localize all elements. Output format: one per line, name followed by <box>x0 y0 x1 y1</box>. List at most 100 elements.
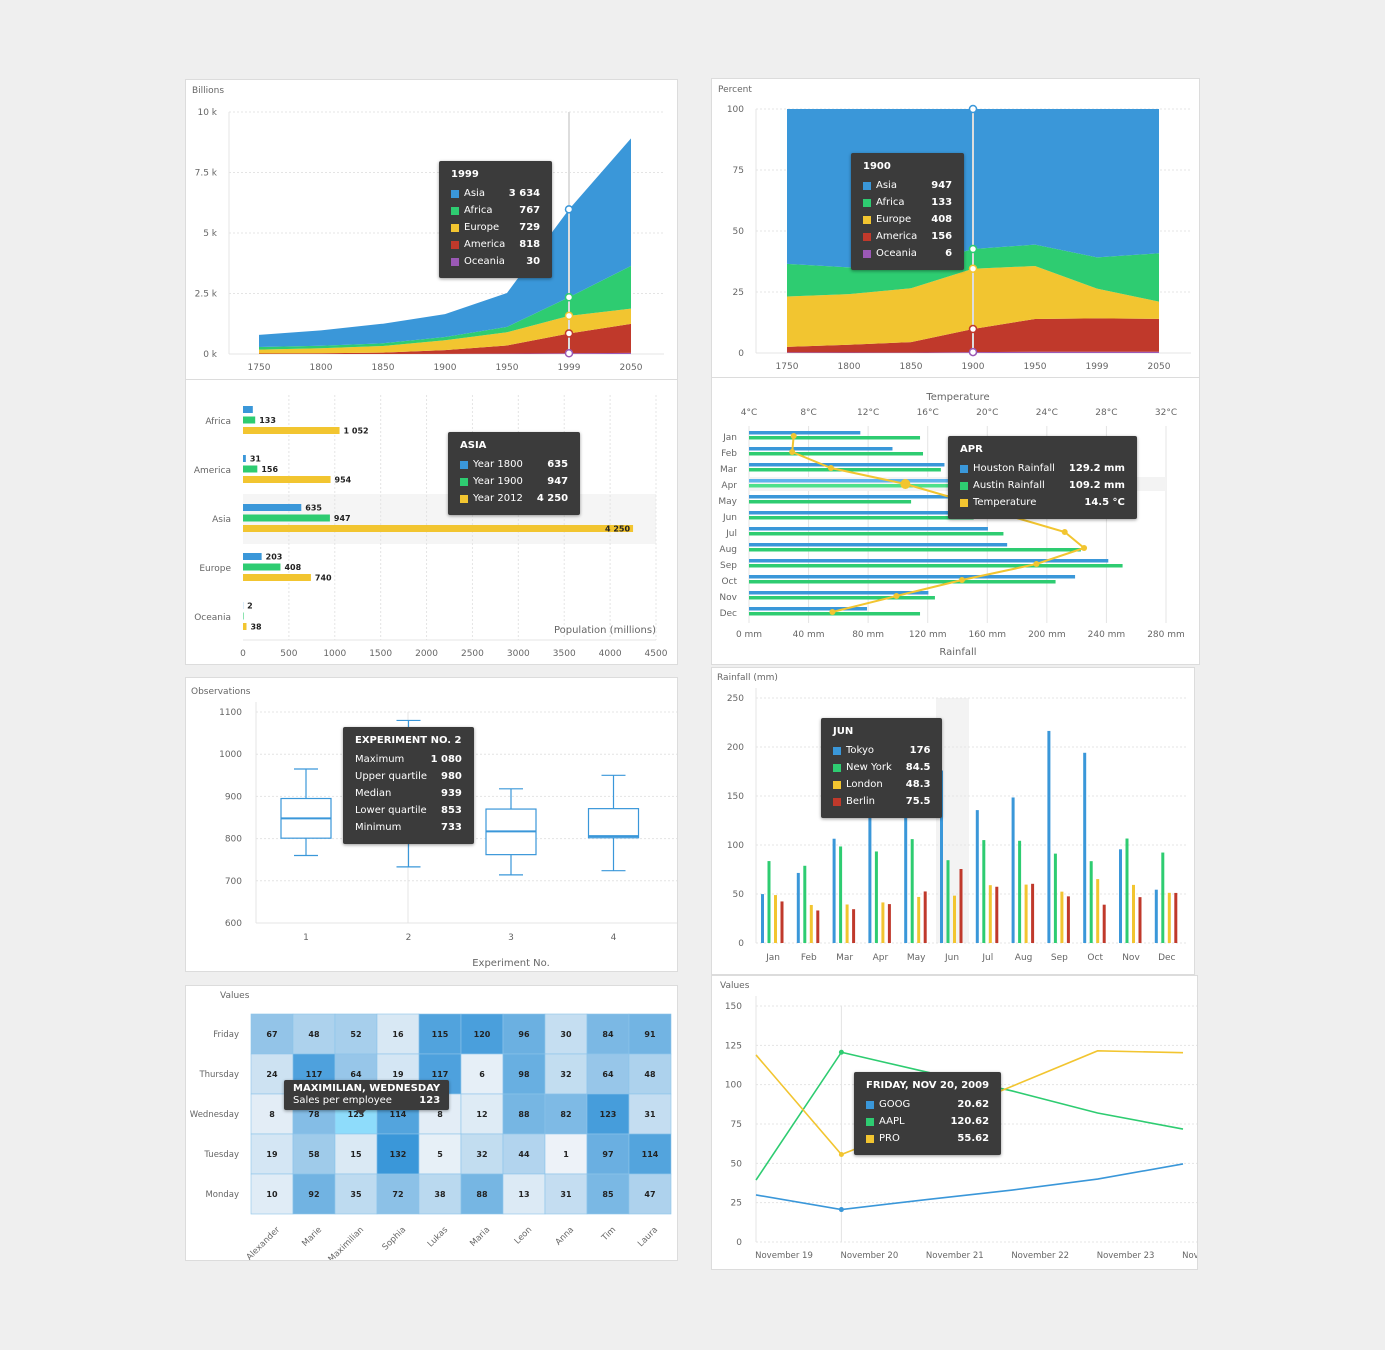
y-axis-title: Billions <box>192 86 224 96</box>
temperature-point <box>958 577 965 583</box>
column <box>839 846 843 943</box>
top-tick-label: 32°C <box>1155 408 1177 418</box>
horizontal-bar-chart: 0 500 1000 1500 2000 2500 3000 3500 4000 4500 Popu… <box>185 380 678 665</box>
column <box>816 910 820 943</box>
column <box>953 895 956 943</box>
bar-austin <box>749 596 935 600</box>
tooltip-row: Houston Rainfall 129.2 mm <box>960 460 1125 477</box>
cell-value: 72 <box>392 1190 403 1199</box>
column <box>1018 840 1022 943</box>
legend-swatch-icon <box>451 240 459 249</box>
heatmap-cell <box>586 1013 630 1055</box>
cell-value: 8 <box>269 1110 275 1119</box>
hover-marker <box>564 349 574 358</box>
hover-marker <box>838 1207 844 1213</box>
bar-austin <box>749 548 1081 552</box>
x-tick-label: 4 <box>611 933 617 943</box>
x-category-label: Tim <box>599 1225 618 1244</box>
cell-value: 19 <box>392 1070 404 1079</box>
x-tick-label: 4500 <box>645 649 668 659</box>
heatmap-cell <box>628 1133 672 1175</box>
cell-value: 32 <box>476 1150 487 1159</box>
x-tick-label: 2500 <box>461 649 484 659</box>
rainfall-temperature-chart: Temperature 4°C 8°C 12°C 16°C 20°C 24°C 28°C 32°… <box>711 378 1200 665</box>
area-series-africa <box>787 244 1159 302</box>
y-tick-label: 0 k <box>203 350 218 360</box>
cell-value: 24 <box>266 1070 278 1079</box>
temperature-point <box>893 593 900 599</box>
x-tick-label: 1900 <box>434 363 457 373</box>
y-category-label: Oceania <box>194 613 231 623</box>
tooltip-label: Europe <box>464 222 500 233</box>
tooltip-value: 156 <box>931 231 953 242</box>
hover-marker <box>968 347 978 357</box>
data-label: 1 052 <box>344 427 369 436</box>
bar <box>243 612 244 620</box>
tooltip-row: GOOG 20.62 <box>866 1096 989 1113</box>
cell-value: 32 <box>560 1070 571 1079</box>
cell-value: 47 <box>644 1190 655 1199</box>
box-plot-chart: Observations 600 700 800 900 1000 1100 1 2 3 4 Expe… <box>185 677 678 972</box>
heatmap-cell <box>628 1093 672 1135</box>
y-tick-label: 150 <box>725 1002 742 1012</box>
temperature-point <box>900 479 911 489</box>
tooltip-value: 408 <box>931 214 953 225</box>
tooltip-label: Year 1900 <box>473 476 523 487</box>
top-tick-label: 24°C <box>1036 408 1058 418</box>
heatmap-cell <box>544 1053 588 1095</box>
x-tick-label: Dec <box>1158 953 1175 963</box>
tooltip-label: Year 2012 <box>473 493 523 504</box>
column <box>852 909 856 943</box>
tooltip-value: 4 250 <box>536 493 569 504</box>
column <box>1119 849 1122 943</box>
heatmap-cell <box>376 1013 420 1055</box>
x-tick-label: 240 mm <box>1088 630 1126 640</box>
y-tick-label: 700 <box>225 877 242 887</box>
y-tick-label: 1100 <box>219 708 242 718</box>
tooltip-value: 939 <box>441 788 462 799</box>
bar <box>243 623 247 630</box>
bar-austin <box>749 452 924 456</box>
tooltip-row: Year 1900 947 <box>460 473 568 490</box>
column <box>1167 892 1171 943</box>
cell-value: 58 <box>308 1150 320 1159</box>
cell-value: 114 <box>390 1110 407 1119</box>
data-label: 156 <box>261 465 278 474</box>
chart-svg: 0 500 1000 1500 2000 2500 3000 3500 4000 4500 Popu… <box>194 395 668 659</box>
x-category-label: Lukas <box>426 1225 451 1250</box>
y-category-label: Jan <box>722 433 737 443</box>
tooltip-value: 123 <box>419 1095 441 1106</box>
column <box>1154 889 1158 943</box>
hover-marker <box>838 1049 844 1055</box>
tooltip-row: Asia 947 <box>863 177 952 194</box>
y-tick-label: 900 <box>225 792 242 802</box>
legend-swatch-icon <box>863 181 871 190</box>
hover-marker <box>564 311 574 321</box>
hover-marker <box>968 324 978 334</box>
x-tick-label: Jan <box>765 953 780 963</box>
chart-svg: Rainfall (mm) 0 50 100 150 200 250 Jan Feb Mar Apr… <box>717 673 1186 963</box>
x-tick-label: 0 <box>240 649 246 659</box>
y-category-label: May <box>718 497 737 507</box>
tooltip-row: Tokyo 176 <box>833 742 930 759</box>
heatmap-cell <box>628 1173 672 1215</box>
y-category-label: Thursday <box>198 1070 239 1080</box>
bar <box>243 455 246 462</box>
x-tick-label: Oct <box>1087 953 1103 963</box>
top-tick-label: 8°C <box>800 408 817 418</box>
legend-swatch-icon <box>866 1100 874 1109</box>
tooltip-row: Berlin 75.5 <box>833 793 930 810</box>
temperature-point <box>789 449 796 455</box>
bar <box>243 553 262 560</box>
tooltip-row: Oceania 30 <box>451 253 540 270</box>
temperature-line <box>791 435 1087 613</box>
x-tick-label: 1950 <box>1024 362 1047 372</box>
box-iqr <box>587 808 640 839</box>
cell-value: 38 <box>434 1190 446 1199</box>
heatmap-cell <box>460 1173 504 1215</box>
cell-value: 123 <box>600 1110 617 1119</box>
tooltip-title: APR <box>960 444 983 455</box>
tooltip-value: 30 <box>526 256 541 267</box>
area-series-europe <box>259 308 631 354</box>
